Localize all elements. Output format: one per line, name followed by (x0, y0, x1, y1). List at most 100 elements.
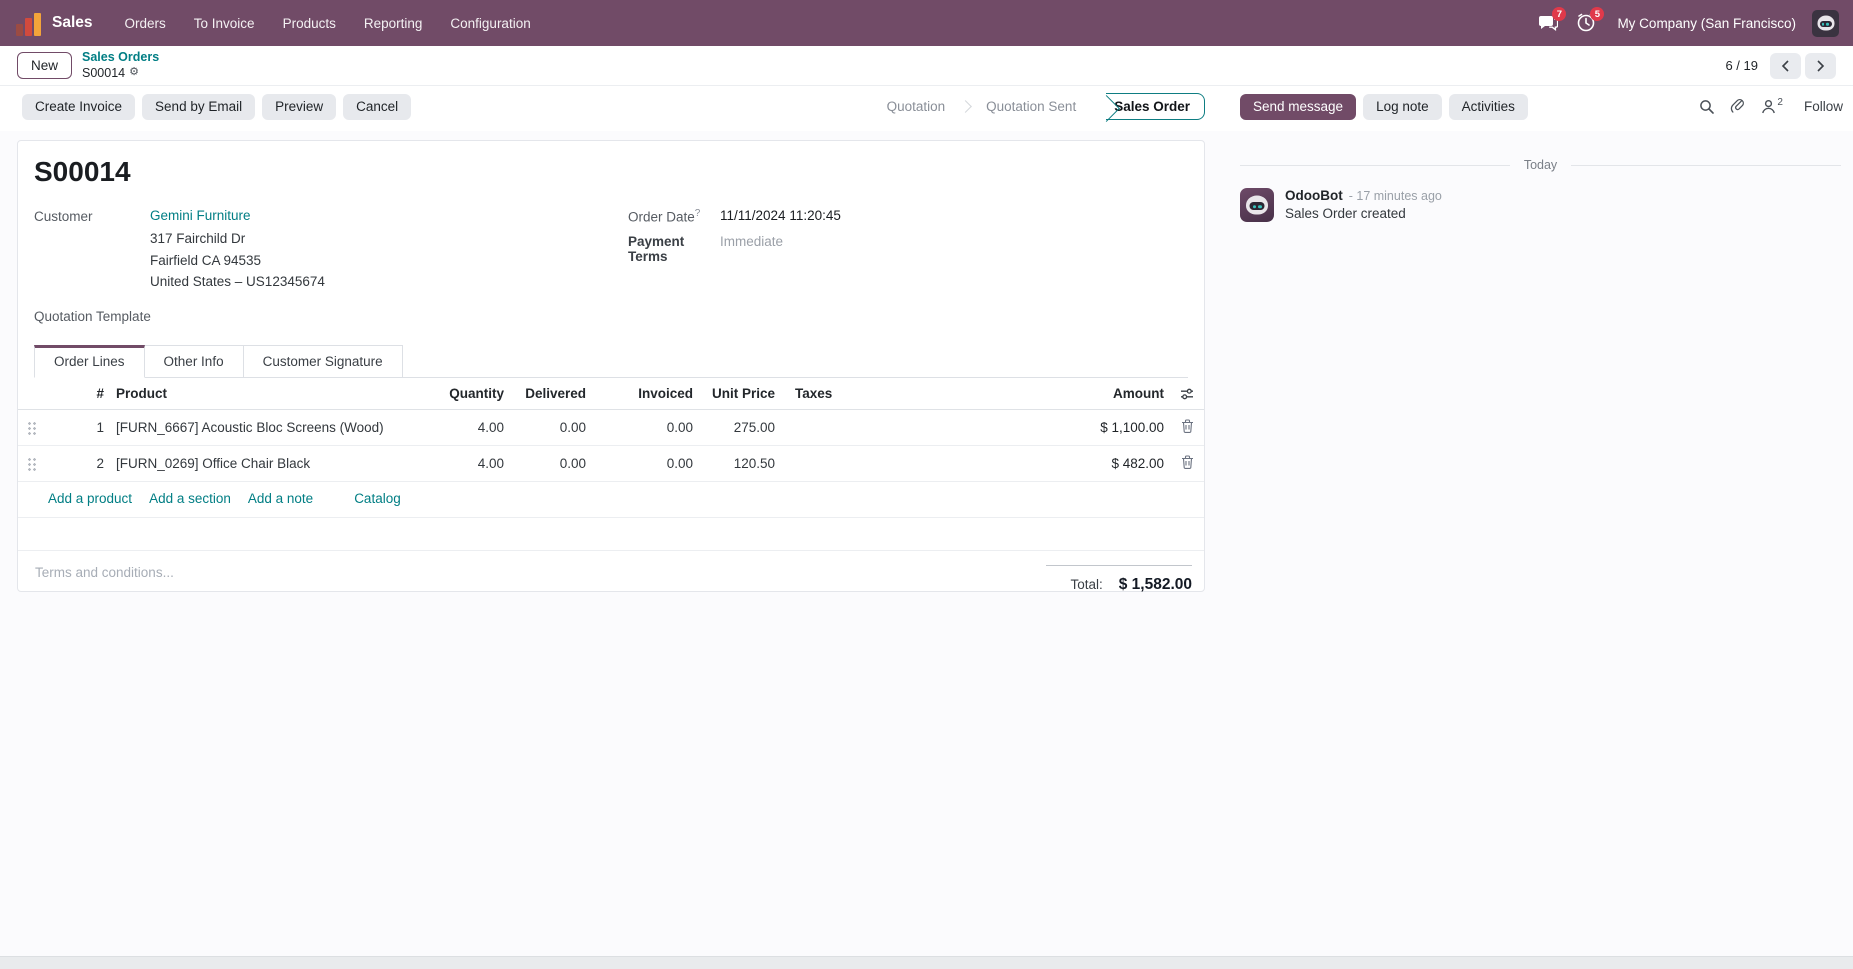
control-panel: New Sales Orders S00014 ⚙ 6 / 19 (0, 46, 1853, 86)
col-invoiced[interactable]: Invoiced (592, 377, 699, 411)
app-name[interactable]: Sales (52, 14, 93, 31)
line-unit-price[interactable]: 120.50 (699, 445, 781, 483)
horizontal-scrollbar[interactable] (0, 956, 1853, 969)
sales-app-icon[interactable] (16, 10, 42, 36)
pager-previous-button[interactable] (1770, 52, 1801, 79)
follow-button[interactable]: Follow (1803, 99, 1843, 114)
line-unit-price[interactable]: 275.00 (699, 409, 781, 447)
tab-order-lines[interactable]: Order Lines (34, 344, 145, 378)
add-a-note-link[interactable]: Add a note (247, 491, 314, 507)
line-delivered[interactable]: 0.00 (510, 409, 592, 447)
chatter-message[interactable]: OdooBot - 17 minutes ago Sales Order cre… (1240, 188, 1841, 222)
table-header-row: # Product Quantity Delivered Invoiced Un… (18, 377, 1204, 411)
tab-customer-signature[interactable]: Customer Signature (243, 344, 403, 377)
total-separator (1046, 565, 1192, 567)
line-index: 1 (46, 409, 110, 447)
activities-button[interactable]: Activities (1448, 93, 1528, 120)
order-date-value[interactable]: 11/11/2024 11:20:45 (720, 208, 841, 223)
form-actions: Create Invoice Send by Email Preview Can… (0, 93, 1222, 120)
messages-badge: 7 (1552, 7, 1567, 21)
status-bar: Quotation Quotation Sent Sales Order (873, 93, 1205, 120)
user-avatar[interactable] (1812, 9, 1839, 37)
content-area: S00014 Customer Gemini Furniture 317 Fai… (0, 131, 1853, 969)
add-a-section-link[interactable]: Add a section (149, 491, 231, 507)
new-button[interactable]: New (17, 52, 73, 79)
send-message-button[interactable]: Send message (1240, 93, 1357, 120)
payment-terms-label: Payment Terms (628, 233, 685, 264)
attachments-icon[interactable] (1730, 98, 1746, 115)
menu-configuration[interactable]: Configuration (450, 15, 531, 31)
create-invoice-button[interactable]: Create Invoice (22, 93, 136, 120)
form-column: S00014 Customer Gemini Furniture 317 Fai… (0, 131, 1222, 969)
quotation-template-label: Quotation Template (34, 308, 151, 324)
delete-line-icon[interactable] (1181, 419, 1194, 434)
tab-other-info[interactable]: Other Info (144, 344, 244, 377)
total-label: Total: (1070, 577, 1103, 593)
preview-button[interactable]: Preview (262, 93, 337, 120)
breadcrumb-sales-orders[interactable]: Sales Orders (82, 49, 160, 64)
table-footer-links: Add a product Add a section Add a note C… (18, 482, 1204, 519)
log-note-button[interactable]: Log note (1363, 93, 1442, 120)
order-date-label: Order Date? (628, 208, 701, 225)
cancel-button[interactable]: Cancel (343, 93, 412, 120)
form-sheet: S00014 Customer Gemini Furniture 317 Fai… (17, 140, 1205, 594)
pager: 6 / 19 (1725, 52, 1836, 79)
customer-link[interactable]: Gemini Furniture (150, 208, 251, 223)
line-taxes[interactable] (781, 409, 931, 447)
order-line-row[interactable]: 2 [FURN_0269] Office Chair Black 4.00 0.… (18, 445, 1204, 483)
line-product[interactable]: [FURN_0269] Office Chair Black (110, 445, 410, 483)
totals-block: Total: $ 1,582.00 (972, 565, 1192, 594)
menu-reporting[interactable]: Reporting (363, 15, 423, 31)
message-timestamp: - 17 minutes ago (1348, 189, 1442, 203)
line-quantity[interactable]: 4.00 (410, 409, 510, 447)
message-author[interactable]: OdooBot (1285, 188, 1343, 203)
col-taxes[interactable]: Taxes (781, 377, 931, 411)
help-icon[interactable]: ? (694, 208, 701, 219)
pager-next-button[interactable] (1805, 52, 1836, 79)
drag-handle-icon[interactable] (27, 456, 37, 471)
odoobot-avatar (1240, 188, 1274, 222)
empty-table-row (18, 518, 1204, 552)
add-a-product-link[interactable]: Add a product (48, 491, 133, 507)
line-taxes[interactable] (781, 445, 931, 483)
stage-sales-order-active[interactable]: Sales Order (1106, 93, 1205, 120)
stage-separator-chevron-icon (959, 100, 972, 113)
stage-quotation[interactable]: Quotation (886, 99, 946, 114)
menu-to-invoice[interactable]: To Invoice (193, 15, 255, 31)
optional-columns-icon[interactable] (1180, 387, 1194, 401)
line-delivered[interactable]: 0.00 (510, 445, 592, 483)
follower-count: 2 (1777, 97, 1783, 108)
gear-icon[interactable]: ⚙ (129, 66, 139, 79)
col-amount[interactable]: Amount (931, 377, 1170, 411)
line-quantity[interactable]: 4.00 (410, 445, 510, 483)
col-quantity[interactable]: Quantity (410, 377, 510, 411)
messages-icon[interactable]: 7 (1537, 7, 1567, 34)
activities-badge: 5 (1590, 7, 1605, 21)
menu-orders[interactable]: Orders (124, 15, 166, 31)
address-line-3: United States – US12345674 (150, 274, 325, 290)
stage-quotation-sent[interactable]: Quotation Sent (986, 99, 1077, 114)
col-unit-price[interactable]: Unit Price (699, 377, 781, 411)
payment-terms-value[interactable]: Immediate (720, 233, 784, 249)
col-delivered[interactable]: Delivered (510, 377, 592, 411)
order-reference-title: S00014 (34, 156, 131, 187)
drag-handle-icon[interactable] (27, 420, 37, 435)
company-switcher[interactable]: My Company (San Francisco) (1617, 15, 1796, 31)
search-messages-icon[interactable] (1699, 99, 1715, 115)
line-invoiced: 0.00 (592, 445, 699, 483)
date-divider-label: Today (1523, 158, 1558, 172)
followers-icon[interactable]: 2 (1761, 97, 1783, 114)
delete-line-icon[interactable] (1181, 455, 1194, 470)
activities-icon[interactable]: 5 (1575, 7, 1605, 34)
customer-address: 317 Fairchild Dr Fairfield CA 94535 Unit… (150, 228, 325, 293)
line-product[interactable]: [FURN_6667] Acoustic Bloc Screens (Wood) (110, 409, 410, 447)
menu-products[interactable]: Products (282, 15, 336, 31)
chatter-actions: Send message Log note Activities 2 Follo… (1222, 93, 1853, 120)
col-product[interactable]: Product (110, 377, 410, 411)
date-divider: Today (1240, 158, 1842, 172)
main-menu: Orders To Invoice Products Reporting Con… (111, 0, 545, 46)
order-line-row[interactable]: 1 [FURN_6667] Acoustic Bloc Screens (Woo… (18, 409, 1204, 447)
send-by-email-button[interactable]: Send by Email (142, 93, 256, 120)
terms-and-conditions-field[interactable]: Terms and conditions... (35, 565, 174, 581)
catalog-link[interactable]: Catalog (354, 491, 401, 507)
